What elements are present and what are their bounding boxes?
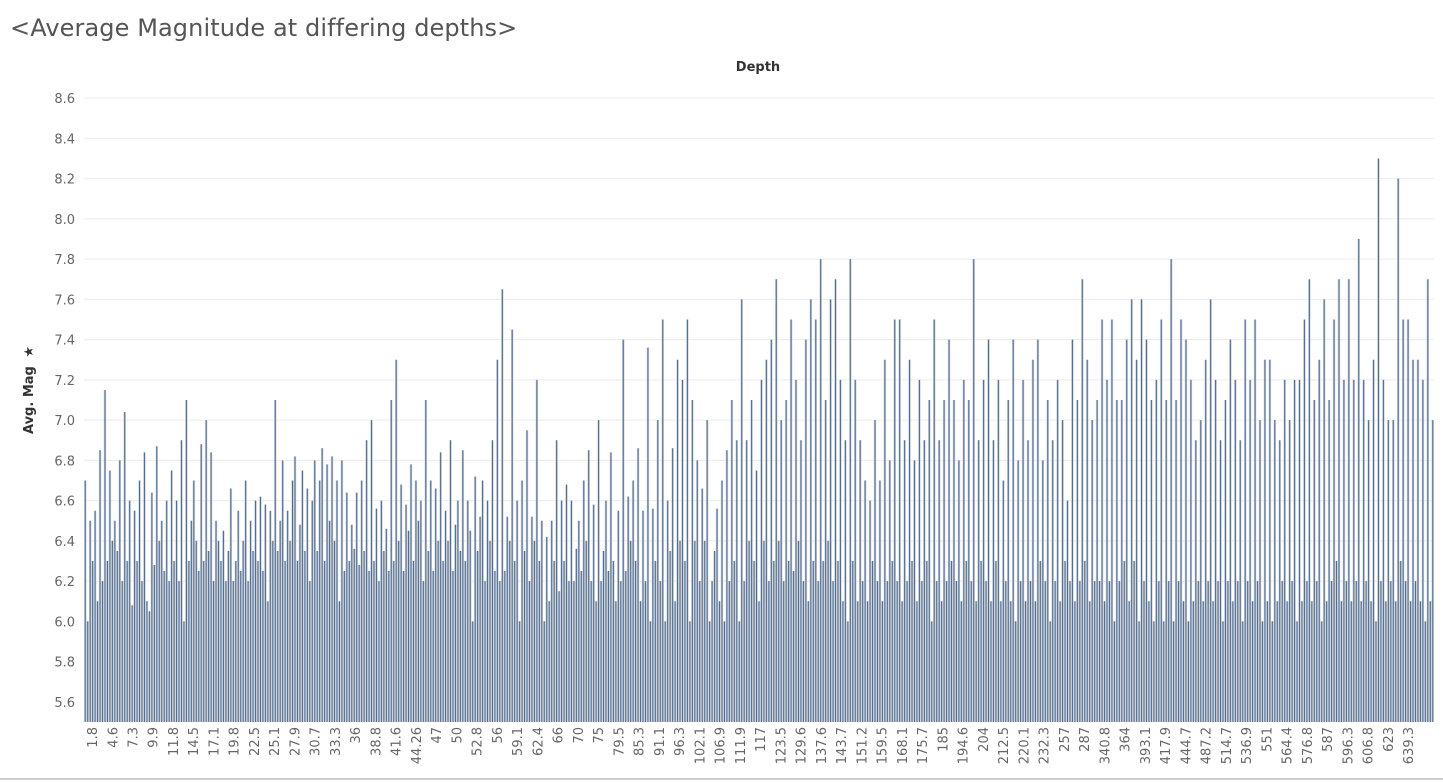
x-tick-label: 487.2 [1200, 727, 1215, 764]
x-tick-label: 70 [572, 727, 587, 744]
x-tick-label: 30.7 [309, 727, 324, 756]
x-tick-label: 220.1 [1017, 727, 1032, 764]
x-tick-label: 14.5 [187, 727, 202, 756]
x-tick-label: 11.8 [167, 727, 182, 756]
y-tick-label: 7.0 [54, 414, 75, 429]
x-tick-label: 9.9 [147, 727, 162, 748]
x-tick-label: 232.3 [1038, 727, 1053, 764]
x-tick-label: 52.8 [471, 727, 486, 756]
x-tick-label: 587 [1321, 727, 1336, 752]
area-fill [84, 158, 1434, 722]
y-tick-label: 5.6 [54, 696, 75, 711]
y-tick-label: 5.8 [54, 656, 75, 671]
x-tick-label: 117 [754, 727, 769, 752]
x-tick-label: 623 [1382, 727, 1397, 752]
x-tick-label: 56 [491, 727, 506, 744]
y-tick-label: 6.4 [54, 535, 75, 550]
x-tick-label: 194.6 [957, 727, 972, 764]
x-tick-label: 91.1 [653, 727, 668, 756]
x-tick-label: 75 [592, 727, 607, 744]
x-tick-label: 151.2 [855, 727, 870, 764]
x-tick-label: 27.9 [288, 727, 303, 756]
y-axis-ticks: 5.6 5.8 6.0 6.2 6.4 6.6 6.8 7.0 7.2 7.4 7.6 7.8 8.0 8… [54, 92, 75, 711]
x-tick-label: 393.1 [1139, 727, 1154, 764]
x-tick-label: 639.3 [1402, 727, 1417, 764]
y-tick-label: 8.2 [54, 173, 75, 188]
bars [84, 158, 1434, 722]
y-tick-label: 7.8 [54, 253, 75, 268]
x-tick-label: 175.7 [916, 727, 931, 764]
x-tick-label: 62.4 [531, 727, 546, 756]
y-tick-label: 8.6 [54, 92, 75, 107]
x-tick-label: 85.3 [633, 727, 648, 756]
x-tick-label: 536.9 [1240, 727, 1255, 764]
x-tick-label: 185 [936, 727, 951, 752]
x-tick-label: 596.3 [1341, 727, 1356, 764]
x-tick-label: 287 [1078, 727, 1093, 752]
y-tick-label: 6.6 [54, 495, 75, 510]
y-tick-label: 7.6 [54, 293, 75, 308]
x-tick-label: 129.6 [795, 727, 810, 764]
x-tick-label: 38.8 [369, 727, 384, 756]
column-header: Depth [736, 60, 780, 75]
x-tick-label: 159.5 [876, 727, 891, 764]
x-tick-label: 576.8 [1301, 727, 1316, 764]
x-tick-label: 551 [1260, 727, 1275, 752]
pin-icon[interactable]: ★ [22, 346, 37, 358]
y-tick-label: 6.8 [54, 454, 75, 469]
x-tick-label: 204 [977, 727, 992, 752]
x-tick-label: 564.4 [1281, 727, 1296, 764]
x-tick-label: 137.6 [815, 727, 830, 764]
x-tick-label: 212.5 [997, 727, 1012, 764]
x-tick-label: 59.1 [511, 727, 526, 756]
x-tick-label: 106.9 [714, 727, 729, 764]
x-tick-label: 111.9 [734, 727, 749, 764]
x-tick-label: 22.5 [248, 727, 263, 756]
x-tick-label: 33.3 [329, 727, 344, 756]
x-tick-label: 444.7 [1179, 727, 1194, 764]
x-tick-label: 44.26 [410, 727, 425, 764]
x-tick-label: 123.5 [774, 727, 789, 764]
x-tick-label: 143.7 [835, 727, 850, 764]
x-tick-label: 66 [552, 727, 567, 744]
y-tick-label: 7.2 [54, 374, 75, 389]
y-tick-label: 6.0 [54, 615, 75, 630]
x-tick-label: 364 [1119, 727, 1134, 752]
x-tick-label: 4.6 [106, 727, 121, 748]
x-tick-label: 36 [349, 727, 364, 744]
x-tick-label: 25.1 [268, 727, 283, 756]
y-axis-title: Avg. Mag ★ [22, 346, 37, 434]
x-tick-label: 340.8 [1098, 727, 1113, 764]
x-tick-label: 257 [1058, 727, 1073, 752]
area-shape [84, 158, 1434, 722]
x-tick-label: 417.9 [1159, 727, 1174, 764]
x-tick-label: 50 [450, 727, 465, 744]
y-tick-label: 6.2 [54, 575, 75, 590]
x-tick-label: 606.8 [1362, 727, 1377, 764]
x-tick-label: 514.7 [1220, 727, 1235, 764]
x-tick-label: 79.5 [612, 727, 627, 756]
x-tick-label: 19.8 [228, 727, 243, 756]
y-tick-label: 8.0 [54, 213, 75, 228]
y-axis-title-text: Avg. Mag [22, 366, 37, 434]
x-tick-label: 41.6 [390, 727, 405, 756]
x-tick-label: 96.3 [673, 727, 688, 756]
y-tick-label: 8.4 [54, 132, 75, 147]
x-tick-label: 47 [430, 727, 445, 744]
x-tick-label: 168.1 [896, 727, 911, 764]
x-axis-ticks: 1.8 4.6 7.3 9.9 11.8 14.5 17.1 19.8 22.5 25.1 27.9… [86, 727, 1417, 764]
x-tick-label: 7.3 [126, 727, 141, 748]
y-tick-label: 7.4 [54, 334, 75, 349]
chart-title: <Average Magnitude at differing depths> [10, 14, 518, 42]
x-tick-label: 1.8 [86, 727, 101, 748]
x-tick-label: 17.1 [207, 727, 222, 756]
x-tick-label: 102.1 [693, 727, 708, 764]
